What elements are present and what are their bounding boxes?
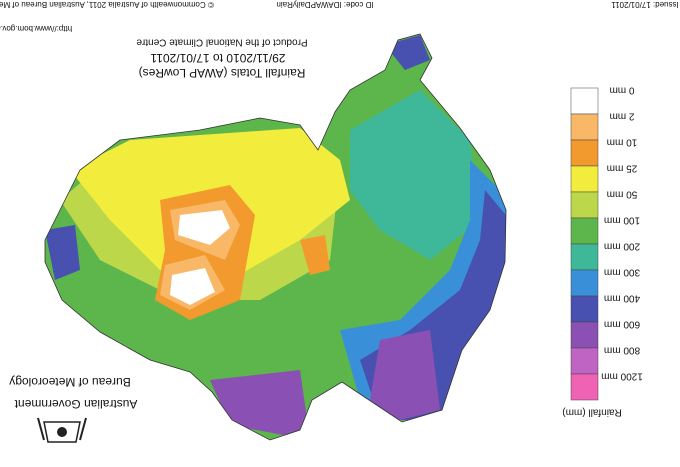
- url: http://www.bom.gov.au: [0, 24, 72, 33]
- legend-label: 2 mm: [610, 110, 635, 121]
- legend-swatch: [570, 373, 599, 401]
- legend-swatch: [570, 87, 599, 115]
- legend-swatch: [570, 347, 599, 375]
- coastline: [44, 33, 507, 441]
- legend-swatch: [570, 191, 599, 219]
- legend-label: 10 mm: [607, 136, 638, 147]
- legend-label: 600 mm: [604, 318, 640, 329]
- legend-swatch: [570, 113, 599, 141]
- legend-swatch: [570, 295, 599, 323]
- legend-swatch: [570, 165, 599, 193]
- logo-line1: Australian Government: [14, 397, 137, 411]
- legend-label: 1200 mm: [601, 370, 643, 381]
- product: Product of the National Climate Centre: [136, 36, 308, 47]
- legend: 0 mm 2 mm 10 mm 25 mm 50 mm 100 mm 200 mm 300 m…: [570, 84, 643, 401]
- legend-swatch: [570, 269, 599, 297]
- legend-swatch: [570, 217, 599, 245]
- logo-line2: Bureau of Meteorology: [9, 375, 130, 389]
- map-title: Rainfall Totals (AWAP LowRes): [139, 66, 306, 80]
- id-code: ID code: IDAWAPDailyRain: [276, 0, 373, 9]
- copyright: © Commonwealth of Australia 2011, Austra…: [0, 0, 214, 9]
- legend-title: Rainfall (mm): [562, 406, 621, 417]
- issued: Issued: 17/01/2011: [611, 0, 679, 9]
- crest: [37, 417, 87, 443]
- legend-label: 800 mm: [604, 344, 640, 355]
- texts: © Commonwealth of Australia 2011, Austra…: [0, 0, 679, 417]
- legend-label: 300 mm: [604, 266, 640, 277]
- legend-label: 200 mm: [604, 240, 640, 251]
- legend-label: 0 mm: [610, 84, 635, 95]
- legend-label: 50 mm: [607, 188, 638, 199]
- legend-swatch: [570, 243, 599, 271]
- legend-label: 25 mm: [607, 162, 638, 173]
- period: 29/11/2010 to 17/01/2011: [150, 51, 285, 65]
- legend-label: 100 mm: [604, 214, 640, 225]
- legend-label: 400 mm: [604, 292, 640, 303]
- legend-swatch: [570, 139, 599, 167]
- legend-swatch: [570, 321, 599, 349]
